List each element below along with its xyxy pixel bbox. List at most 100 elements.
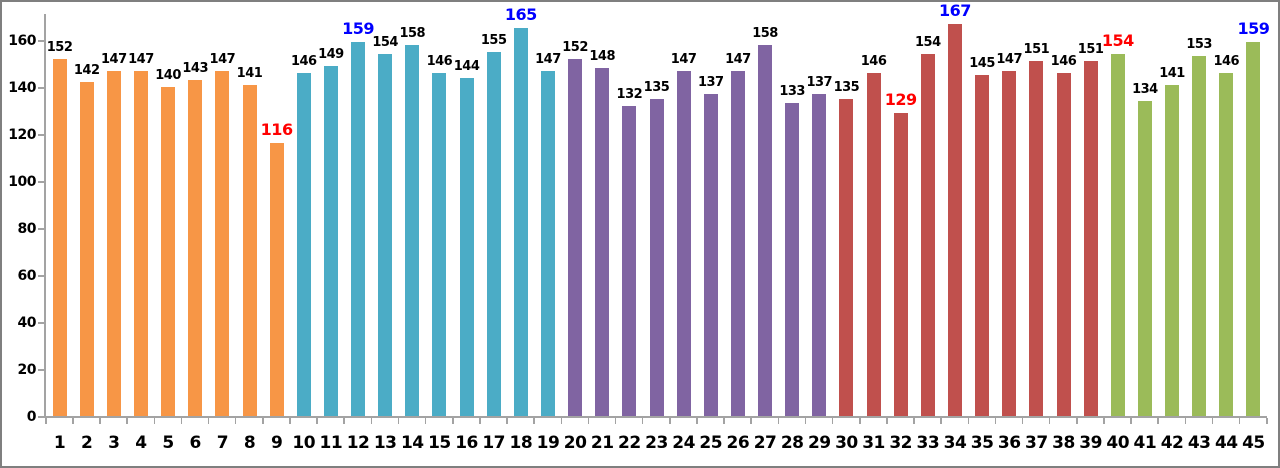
x-category-label: 45 — [1242, 433, 1265, 453]
bar — [215, 70, 230, 416]
y-tick-mark — [38, 416, 44, 418]
x-tick-mark — [940, 418, 942, 424]
y-axis-line — [44, 14, 46, 418]
x-category-label: 33 — [916, 433, 940, 453]
bar-value-label: 151 — [1023, 42, 1050, 58]
x-category-label: 36 — [997, 433, 1021, 453]
y-tick-mark — [38, 181, 44, 183]
x-tick-mark — [696, 418, 698, 424]
bar — [1137, 101, 1152, 416]
bar-value-label: 140 — [155, 68, 181, 83]
bar-value-label: 155 — [480, 32, 507, 48]
bar-value-label: 152 — [46, 39, 73, 55]
y-tick-label: 40 — [17, 315, 37, 331]
bar-value-label: 158 — [399, 25, 426, 41]
bar — [1002, 70, 1017, 416]
bar — [812, 94, 827, 416]
x-tick-mark — [45, 418, 47, 424]
bar-value-label: 147 — [535, 51, 561, 67]
x-tick-mark — [913, 418, 915, 424]
y-tick-mark — [38, 275, 44, 277]
x-category-label: 11 — [319, 433, 343, 453]
bar — [1029, 61, 1044, 416]
bar — [730, 70, 745, 416]
x-category-label: 24 — [672, 433, 695, 453]
x-tick-mark — [99, 418, 101, 424]
bar — [839, 98, 854, 416]
bar — [106, 70, 121, 416]
y-tick-label: 20 — [17, 362, 37, 378]
bar-value-label: 144 — [453, 58, 480, 74]
x-tick-mark — [126, 418, 128, 424]
bar — [269, 143, 284, 416]
x-tick-mark — [777, 418, 780, 424]
bar — [1219, 72, 1234, 416]
x-tick-mark — [1157, 418, 1159, 424]
y-tick-mark — [38, 87, 44, 89]
bar — [975, 75, 990, 416]
bar-value-label: 152 — [562, 39, 588, 55]
bar-value-label: 146 — [1213, 53, 1240, 69]
bar — [378, 54, 393, 416]
x-tick-mark — [831, 418, 834, 424]
y-tick-mark — [38, 369, 44, 371]
x-tick-mark — [479, 418, 481, 424]
y-tick-label: 140 — [8, 80, 36, 96]
y-tick-label: 60 — [17, 268, 37, 284]
x-category-label: 40 — [1106, 433, 1130, 453]
x-category-label: 1 — [53, 433, 66, 453]
x-tick-mark — [153, 418, 156, 424]
x-category-label: 37 — [1025, 433, 1048, 453]
bar-value-label: 137 — [806, 75, 833, 91]
x-tick-mark — [614, 418, 617, 424]
x-category-label: 42 — [1160, 433, 1184, 453]
x-tick-mark — [1076, 418, 1078, 424]
bar — [188, 79, 203, 416]
x-category-label: 9 — [270, 433, 283, 453]
bar-value-label: 147 — [101, 51, 127, 67]
bar-value-label: 147 — [209, 51, 236, 67]
bar — [323, 65, 338, 416]
x-tick-mark — [750, 418, 752, 424]
x-category-label: 13 — [373, 433, 397, 453]
x-category-label: 39 — [1079, 433, 1102, 453]
bar-value-label: 158 — [752, 25, 778, 41]
x-tick-mark — [967, 418, 970, 424]
x-tick-mark — [723, 418, 725, 424]
x-category-label: 27 — [753, 433, 777, 453]
bar-value-label: 141 — [236, 65, 263, 81]
bar-value-label: 142 — [73, 63, 100, 79]
bar — [1110, 54, 1125, 416]
bar — [1192, 56, 1207, 416]
x-category-label: 20 — [563, 433, 587, 453]
x-tick-mark — [72, 418, 74, 424]
bar-value-label: 165 — [504, 5, 537, 25]
x-tick-mark — [234, 418, 237, 424]
x-tick-mark — [804, 418, 807, 424]
bar-value-label: 141 — [1159, 65, 1185, 81]
x-category-label: 25 — [699, 433, 723, 453]
x-category-label: 16 — [455, 433, 478, 453]
bar-value-label: 159 — [1237, 19, 1270, 39]
x-tick-mark — [289, 418, 291, 424]
x-tick-mark — [424, 418, 427, 424]
bar — [866, 72, 881, 416]
bar-value-label: 146 — [426, 53, 453, 69]
x-category-label: 23 — [645, 433, 668, 453]
bar-value-label: 146 — [290, 53, 317, 69]
x-axis-line — [44, 416, 1267, 418]
y-tick-label: 80 — [17, 221, 37, 237]
y-tick-mark — [38, 40, 44, 42]
bar-value-label: 147 — [670, 51, 697, 67]
y-tick-label: 100 — [8, 174, 36, 190]
x-tick-mark — [1266, 418, 1268, 424]
x-category-label: 18 — [509, 433, 533, 453]
x-category-label: 12 — [346, 433, 370, 453]
bar — [676, 70, 691, 416]
y-tick-label: 120 — [8, 127, 36, 143]
x-tick-mark — [669, 418, 671, 424]
x-category-label: 32 — [889, 433, 913, 453]
x-category-label: 21 — [590, 433, 614, 453]
bar — [540, 70, 555, 416]
